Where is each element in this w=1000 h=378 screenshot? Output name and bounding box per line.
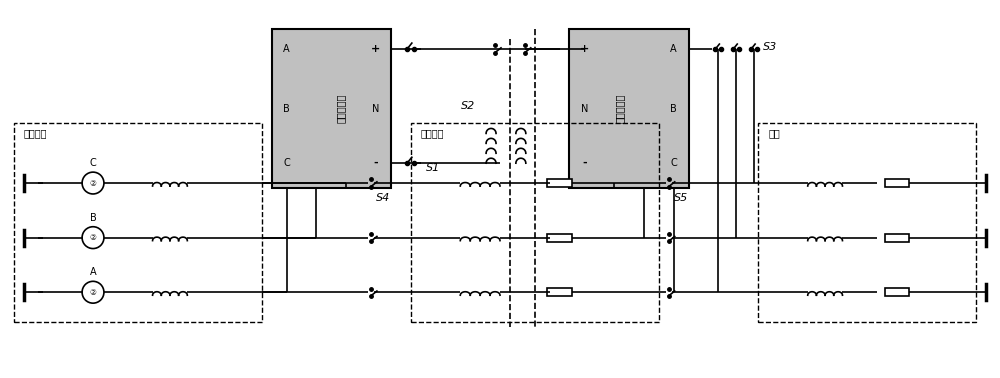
Bar — [885, 288, 909, 296]
Bar — [547, 288, 572, 296]
Text: S4: S4 — [376, 193, 390, 203]
FancyBboxPatch shape — [569, 29, 689, 188]
Text: S1: S1 — [426, 163, 440, 173]
Bar — [547, 179, 572, 187]
Text: 配电系统: 配电系统 — [24, 129, 47, 138]
Bar — [547, 234, 572, 242]
Text: C: C — [283, 158, 290, 168]
FancyBboxPatch shape — [272, 29, 391, 188]
Text: B: B — [90, 213, 96, 223]
Text: 负荷: 负荷 — [768, 129, 780, 138]
Text: A: A — [670, 44, 677, 54]
Text: S3: S3 — [763, 42, 777, 52]
Text: B: B — [283, 104, 290, 114]
Text: S5: S5 — [674, 193, 688, 203]
Text: A: A — [90, 267, 96, 277]
Text: C: C — [670, 158, 677, 168]
Bar — [885, 234, 909, 242]
Text: ②: ② — [90, 178, 96, 187]
Text: +: + — [371, 44, 381, 54]
Text: N: N — [581, 104, 588, 114]
Text: B: B — [670, 104, 677, 114]
Text: 配电线路: 配电线路 — [421, 129, 444, 138]
Text: ②: ② — [90, 288, 96, 297]
Text: N: N — [372, 104, 380, 114]
Text: -: - — [374, 158, 378, 168]
Text: 送端变流器: 送端变流器 — [336, 94, 346, 123]
Text: C: C — [90, 158, 96, 168]
Text: S2: S2 — [461, 101, 475, 111]
Text: 受端变流器: 受端变流器 — [615, 94, 625, 123]
Bar — [885, 179, 909, 187]
Text: -: - — [582, 158, 587, 168]
Text: A: A — [283, 44, 290, 54]
Text: ②: ② — [90, 233, 96, 242]
Text: +: + — [580, 44, 589, 54]
